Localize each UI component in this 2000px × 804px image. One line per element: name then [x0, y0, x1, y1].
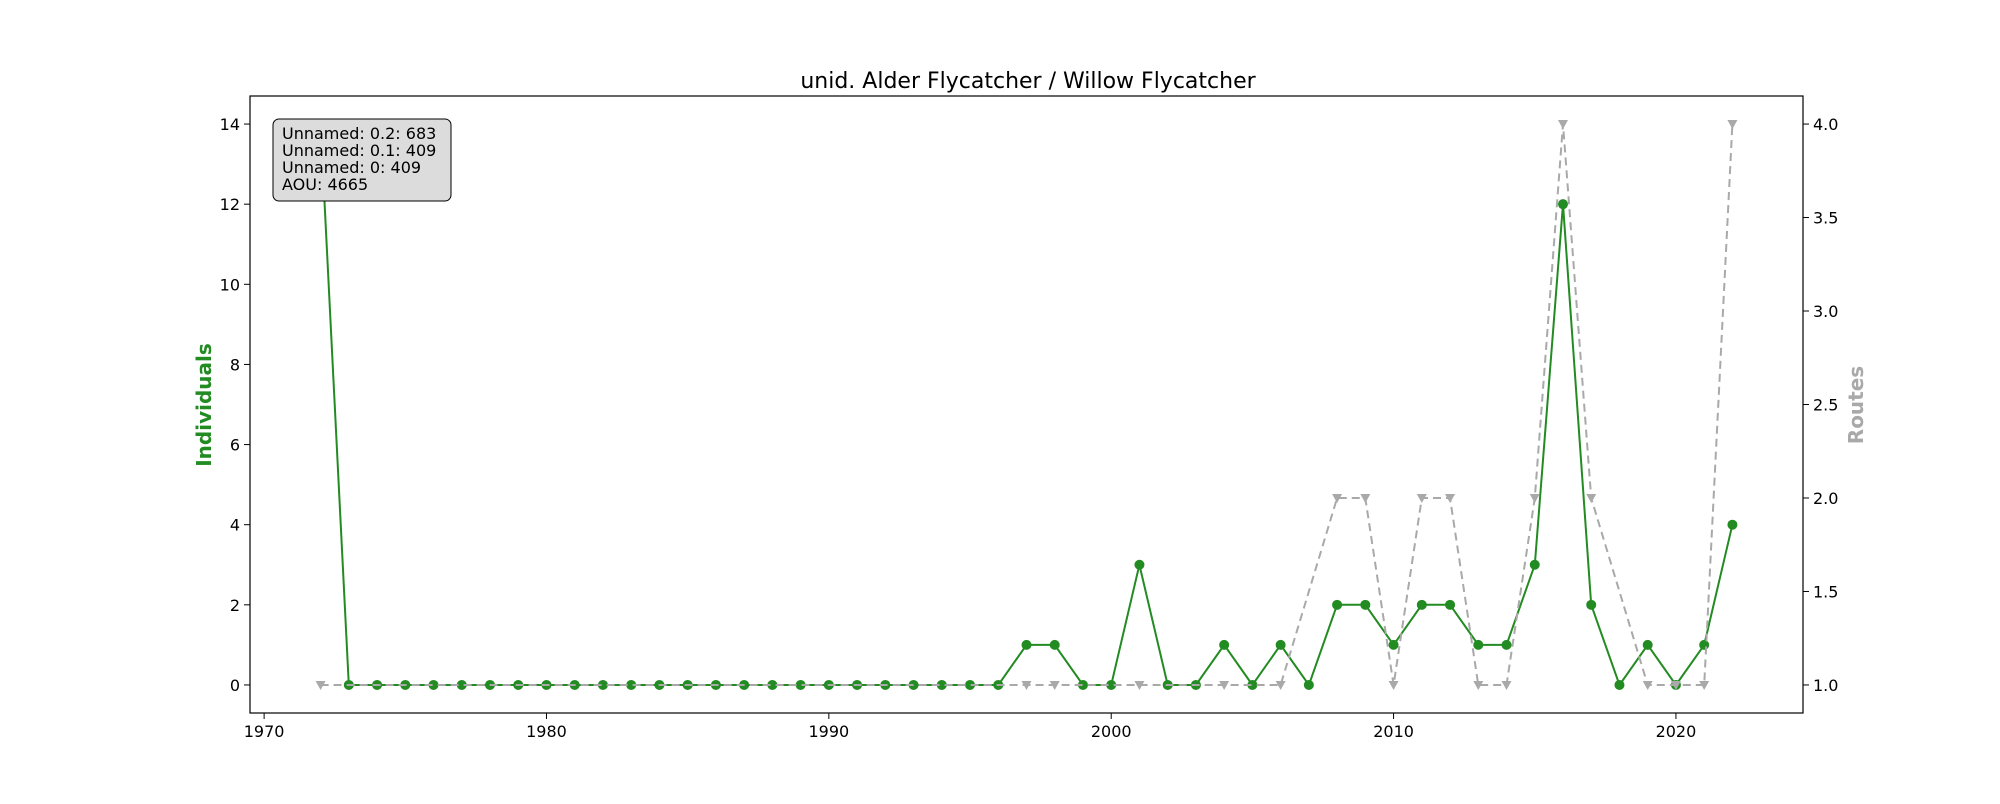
individuals-point: [1614, 679, 1625, 690]
individuals-point: [1077, 679, 1088, 690]
info-box-line: Unnamed: 0: 409: [282, 158, 421, 177]
y-tick-label-left: 6: [230, 436, 240, 455]
individuals-point: [1445, 599, 1456, 610]
individuals-point: [1360, 599, 1371, 610]
routes-point: [1586, 493, 1597, 503]
routes-point: [1557, 120, 1568, 130]
x-tick-label: 2020: [1656, 722, 1697, 741]
y-tick-label-right: 3.5: [1813, 209, 1838, 228]
routes-point: [1642, 680, 1653, 690]
individuals-point: [1021, 639, 1032, 650]
x-tick-label: 1970: [244, 722, 285, 741]
x-tick-label: 2010: [1373, 722, 1414, 741]
individuals-point: [1557, 199, 1568, 210]
routes-point: [1445, 493, 1456, 503]
individuals-point: [1473, 639, 1484, 650]
chart-title: unid. Alder Flycatcher / Willow Flycatch…: [800, 69, 1256, 94]
individuals-point: [1106, 679, 1117, 690]
routes-point: [1021, 680, 1032, 690]
routes-point: [1416, 493, 1427, 503]
individuals-point: [1699, 639, 1710, 650]
individuals-point: [428, 679, 439, 690]
individuals-point: [597, 679, 608, 690]
y-axis-label-left: Individuals: [192, 343, 216, 467]
individuals-point: [626, 679, 637, 690]
x-tick-label: 1980: [526, 722, 567, 741]
individuals-point: [1049, 639, 1060, 650]
routes-series-line: [320, 123, 1734, 686]
routes-point: [1332, 493, 1343, 503]
x-tick-label: 2000: [1091, 722, 1132, 741]
info-box-line: AOU: 4665: [282, 175, 368, 194]
individuals-point: [965, 679, 976, 690]
y-tick-label-right: 1.5: [1813, 582, 1838, 601]
individuals-point: [1388, 639, 1399, 650]
y-tick-label-right: 4.0: [1813, 115, 1838, 134]
x-tick-label: 1990: [808, 722, 849, 741]
y-tick-label-left: 2: [230, 596, 240, 615]
routes-point: [1670, 680, 1681, 690]
y-tick-label-left: 4: [230, 516, 240, 535]
individuals-point: [456, 679, 467, 690]
individuals-point: [1727, 519, 1738, 530]
routes-point: [1699, 680, 1710, 690]
routes-point: [1134, 680, 1145, 690]
routes-point: [1501, 680, 1512, 690]
y-tick-label-left: 12: [220, 195, 240, 214]
y-tick-label-right: 2.5: [1813, 396, 1838, 415]
routes-point: [1360, 493, 1371, 503]
individuals-series-line: [319, 123, 1734, 688]
individuals-point: [1134, 559, 1145, 570]
y-tick-label-left: 8: [230, 355, 240, 374]
individuals-point: [1529, 559, 1540, 570]
individuals-point: [1642, 639, 1653, 650]
individuals-point: [1501, 639, 1512, 650]
individuals-point: [936, 679, 947, 690]
y-tick-label-right: 3.0: [1813, 302, 1838, 321]
routes-point: [1529, 493, 1540, 503]
plot-frame: [249, 95, 1804, 714]
y-tick-label-right: 2.0: [1813, 489, 1838, 508]
routes-point: [1727, 120, 1738, 130]
y-tick-label-left: 0: [230, 676, 240, 695]
y-tick-label-right: 1.0: [1813, 676, 1838, 695]
individuals-point: [795, 679, 806, 690]
routes-point: [315, 680, 326, 690]
routes-point: [1219, 680, 1230, 690]
y-tick-label-left: 10: [220, 275, 240, 294]
routes-point: [1049, 680, 1060, 690]
info-box-line: Unnamed: 0.2: 683: [282, 124, 436, 143]
routes-point: [1473, 680, 1484, 690]
individuals-point: [1219, 639, 1230, 650]
y-tick-label-left: 14: [220, 115, 240, 134]
individuals-point: [1247, 679, 1258, 690]
info-box-line: Unnamed: 0.1: 409: [282, 141, 436, 160]
info-box-background: [272, 118, 452, 202]
y-axis-label-right: Routes: [1844, 366, 1868, 444]
individuals-point: [1416, 599, 1427, 610]
individuals-point: [1303, 679, 1314, 690]
individuals-point: [1586, 599, 1597, 610]
individuals-point: [767, 679, 778, 690]
routes-point: [1275, 680, 1286, 690]
individuals-point: [1275, 639, 1286, 650]
individuals-point: [1332, 599, 1343, 610]
info-box: Unnamed: 0.2: 683 Unnamed: 0.1: 409 Unna…: [272, 118, 452, 202]
routes-point: [1388, 680, 1399, 690]
